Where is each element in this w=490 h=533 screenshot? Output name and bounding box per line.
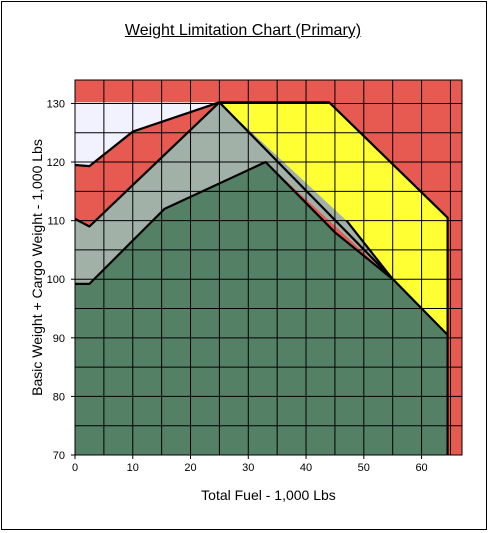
chart-title: Weight Limitation Chart (Primary): [124, 22, 362, 39]
x-tick-label: 20: [184, 462, 196, 474]
x-tick-label: 40: [300, 462, 312, 474]
x-axis-label: Total Fuel - 1,000 Lbs: [201, 487, 336, 503]
axis-ticks: 0 10 20 30 40 50 60 70 80 90 100 110 120 130: [47, 98, 428, 474]
chart-grid: [75, 80, 462, 455]
x-tick-label: 50: [358, 462, 370, 474]
x-tick-label: 10: [127, 462, 139, 474]
y-tick-label: 120: [47, 157, 65, 169]
boundary-line-1: [74, 101, 449, 336]
x-tick-label: 30: [242, 462, 254, 474]
y-tick-label: 110: [47, 216, 65, 228]
y-tick-label: 130: [47, 98, 65, 110]
y-tick-label: 70: [53, 450, 65, 462]
y-tick-label: 80: [53, 391, 65, 403]
y-tick-label: 90: [53, 333, 65, 345]
boundary-line-2: [75, 160, 394, 285]
region-1: [75, 102, 220, 167]
y-tick-label: 100: [47, 274, 65, 286]
x-tick-label: 60: [415, 462, 427, 474]
x-tick-label: 0: [72, 462, 78, 474]
boundary-line-3: [345, 219, 394, 280]
chart-boundary-lines: [74, 101, 449, 455]
plot-border: [74, 79, 463, 456]
y-axis-label: Basic Weight + Cargo Weight - 1,000 Lbs: [29, 139, 45, 396]
